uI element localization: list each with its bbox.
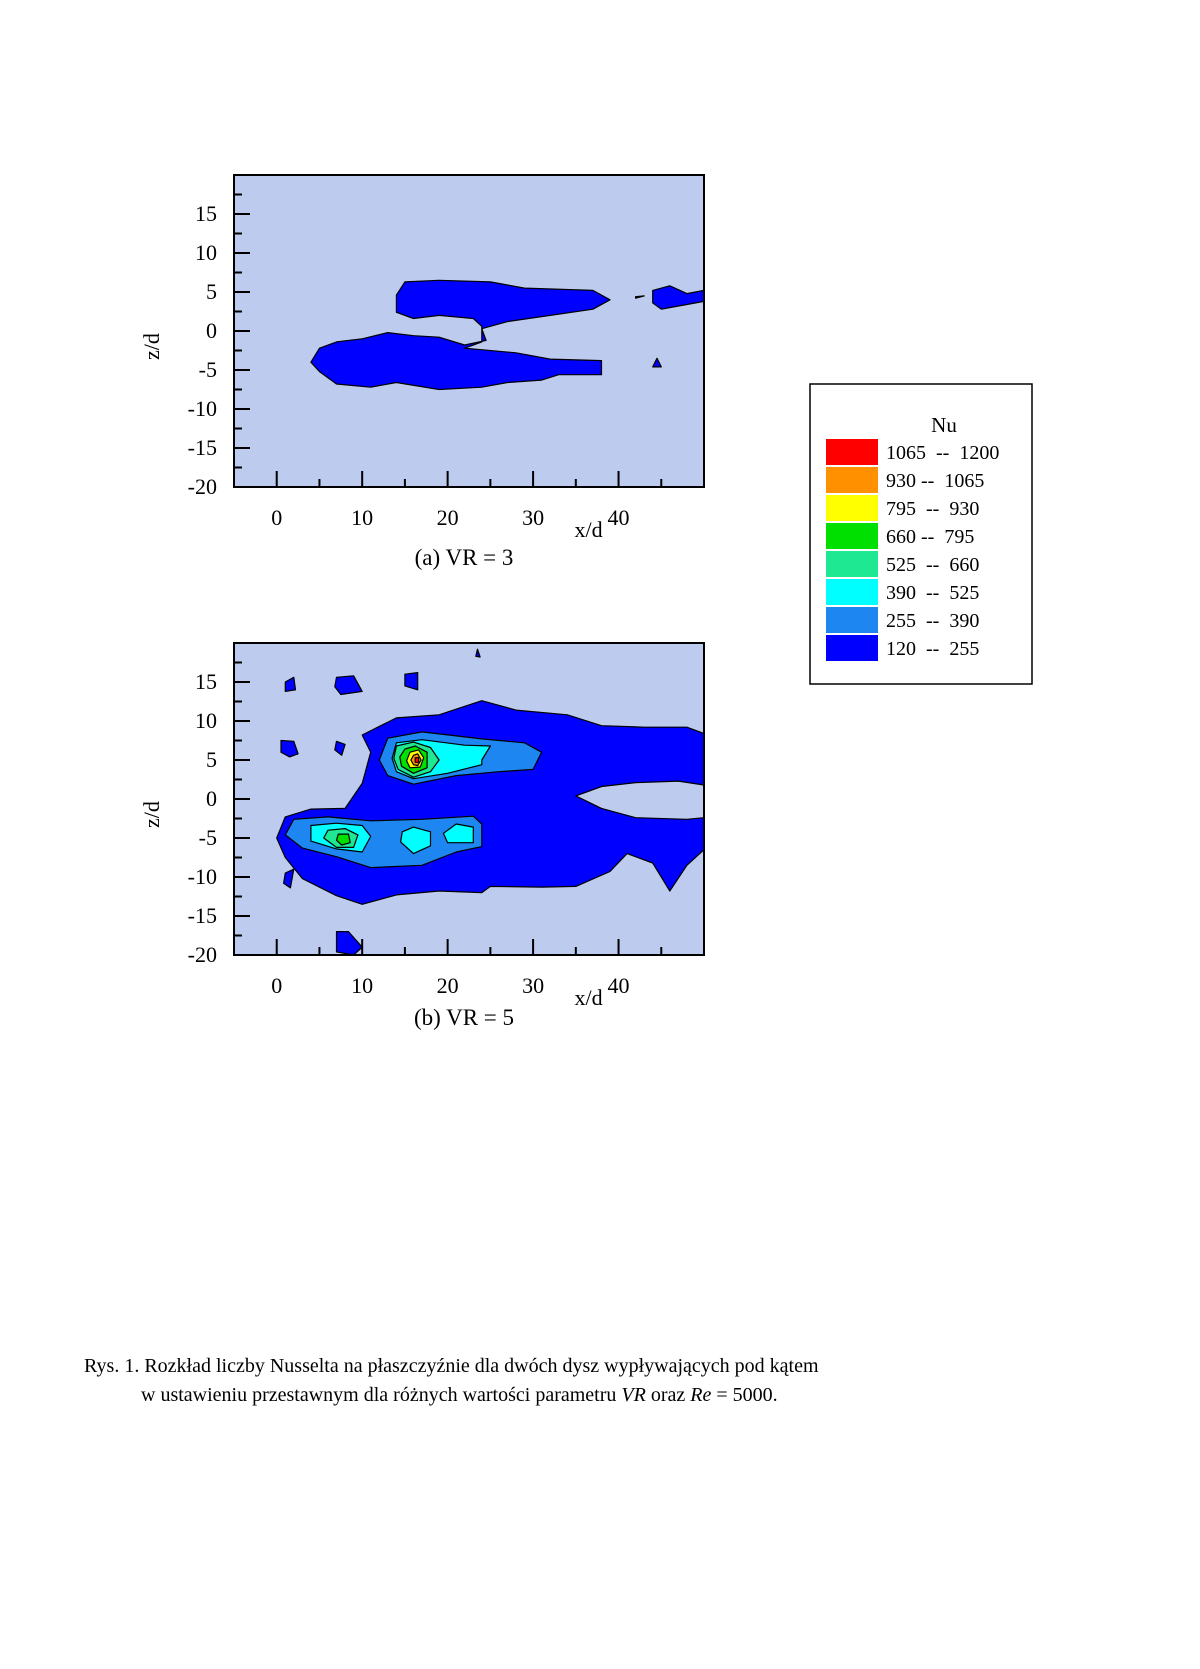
x-tick-label: 10: [351, 973, 373, 998]
x-tick-label: 20: [437, 973, 459, 998]
caption-re: Re: [690, 1384, 712, 1406]
x-tick-label: 0: [271, 973, 282, 998]
contour-region: [404, 671, 419, 691]
caption-line-2: w ustawieniu przestawnym dla różnych war…: [84, 1381, 1084, 1410]
x-tick-label: 40: [608, 973, 630, 998]
contour-region: [652, 357, 662, 368]
legend-label: 660 -- 795: [886, 526, 974, 548]
y-tick-label: -10: [188, 864, 217, 889]
chart-b: 0 10 20 30 40x/d 15 10 5 0 -5 -10 -15 -20 z/d (b) VR =…: [139, 642, 705, 1030]
y-axis: 15 10 5 0 -5 -10 -15 -20 z/d: [139, 642, 250, 967]
y-axis-label: z/d: [139, 801, 164, 828]
y-tick-label: -20: [188, 474, 217, 499]
contour-region: [475, 648, 481, 658]
contour-region: [283, 868, 295, 889]
y-tick-label: -10: [188, 396, 217, 421]
contour-region: [280, 739, 299, 758]
chart-subtitle: (b) VR = 5: [414, 1005, 514, 1030]
legend-label: 120 -- 255: [886, 638, 979, 660]
contour-region: [442, 823, 474, 844]
y-tick-label: -5: [199, 825, 217, 850]
legend-swatch: [826, 607, 878, 633]
caption-line-2-text-b: oraz: [645, 1384, 691, 1406]
x-tick-label: 20: [437, 505, 459, 530]
contour-region: [335, 930, 363, 955]
y-axis: 15 10 5 0 -5 -10 -15 -20 z/d: [139, 174, 250, 499]
y-tick-label: 10: [195, 240, 217, 265]
legend-swatch: [826, 551, 878, 577]
contour-region: [652, 285, 704, 310]
chart-a: 0 10 20 30 40x/d 15 10 5 0 -5 -10 -15 -20 z/d (a) VR =…: [139, 174, 705, 570]
caption-vr: VR: [621, 1384, 646, 1406]
y-tick-label: -15: [188, 903, 217, 928]
contour-region: [284, 676, 297, 693]
contour-region: [400, 826, 432, 855]
x-tick-label: 30: [522, 505, 544, 530]
contour-region: [414, 757, 420, 763]
legend-label: 1065 -- 1200: [886, 442, 999, 464]
plot-background: [234, 175, 704, 487]
x-tick-label: 10: [351, 505, 373, 530]
y-axis-label: z/d: [139, 333, 164, 360]
legend-swatch: [826, 523, 878, 549]
legend-title: Nu: [931, 413, 957, 437]
contour-region: [335, 833, 351, 846]
y-tick-label: 15: [195, 669, 217, 694]
contour-regions: [310, 279, 704, 391]
contour-region: [634, 295, 645, 299]
legend-label: 390 -- 525: [886, 582, 979, 604]
x-axis: 0 10 20 30 40x/d: [233, 939, 705, 1010]
contour-region: [310, 279, 611, 391]
caption-line-2-text: w ustawieniu przestawnym dla różnych war…: [141, 1384, 622, 1406]
legend-swatch: [826, 439, 878, 465]
legend-label: 930 -- 1065: [886, 470, 984, 492]
y-tick-label: 5: [206, 279, 217, 304]
legend-swatch: [826, 635, 878, 661]
legend-label: 255 -- 390: [886, 610, 979, 632]
contour-regions: [276, 648, 704, 955]
y-tick-label: 10: [195, 708, 217, 733]
y-tick-label: 15: [195, 201, 217, 226]
caption-line-1: Rys. 1. Rozkład liczby Nusselta na płasz…: [84, 1355, 819, 1377]
y-tick-label: -5: [199, 357, 217, 382]
legend-swatch: [826, 579, 878, 605]
y-tick-label: 5: [206, 747, 217, 772]
x-tick-label: 0: [271, 505, 282, 530]
chart-subtitle: (a) VR = 3: [415, 545, 514, 570]
x-axis-label: x/d: [574, 985, 602, 1010]
x-tick-label: 40: [608, 505, 630, 530]
y-tick-label: 0: [206, 318, 217, 343]
contour-region: [334, 740, 346, 756]
y-tick-label: -15: [188, 435, 217, 460]
y-tick-label: 0: [206, 786, 217, 811]
y-tick-label: -20: [188, 942, 217, 967]
contour-region: [334, 675, 363, 696]
caption-line-2-text-c: = 5000.: [711, 1384, 778, 1406]
figure-caption: Rys. 1. Rozkład liczby Nusselta na płasz…: [84, 1352, 1084, 1410]
x-axis: 0 10 20 30 40x/d: [233, 471, 705, 542]
legend-swatch: [826, 495, 878, 521]
legend-label: 525 -- 660: [886, 554, 979, 576]
legend: Nu 1065 -- 1200 930 -- 1065 795 -- 930 660 -…: [809, 383, 1033, 685]
x-axis-label: x/d: [574, 517, 602, 542]
legend-swatch: [826, 467, 878, 493]
legend-label: 795 -- 930: [886, 498, 979, 520]
x-tick-label: 30: [522, 973, 544, 998]
